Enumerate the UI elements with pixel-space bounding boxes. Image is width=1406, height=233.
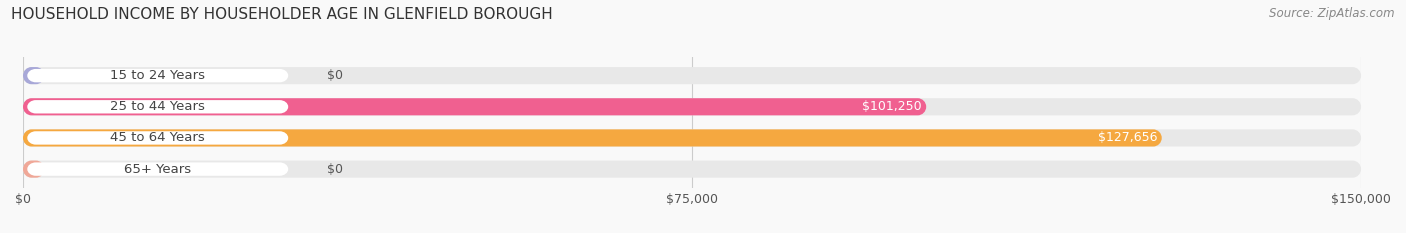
Text: 65+ Years: 65+ Years	[124, 163, 191, 176]
Text: 15 to 24 Years: 15 to 24 Years	[110, 69, 205, 82]
Text: $127,656: $127,656	[1098, 131, 1157, 144]
Text: Source: ZipAtlas.com: Source: ZipAtlas.com	[1270, 7, 1395, 20]
PathPatch shape	[22, 129, 1361, 147]
PathPatch shape	[22, 67, 45, 84]
Text: 45 to 64 Years: 45 to 64 Years	[110, 131, 205, 144]
PathPatch shape	[22, 67, 1361, 84]
Text: HOUSEHOLD INCOME BY HOUSEHOLDER AGE IN GLENFIELD BOROUGH: HOUSEHOLD INCOME BY HOUSEHOLDER AGE IN G…	[11, 7, 553, 22]
PathPatch shape	[22, 98, 1361, 115]
Text: $0: $0	[326, 69, 343, 82]
Text: $0: $0	[326, 163, 343, 176]
PathPatch shape	[27, 100, 288, 113]
Text: $101,250: $101,250	[862, 100, 922, 113]
PathPatch shape	[27, 131, 288, 145]
PathPatch shape	[27, 162, 288, 176]
PathPatch shape	[22, 161, 45, 178]
PathPatch shape	[22, 129, 1161, 147]
PathPatch shape	[22, 98, 927, 115]
Text: 25 to 44 Years: 25 to 44 Years	[110, 100, 205, 113]
PathPatch shape	[27, 69, 288, 82]
PathPatch shape	[22, 161, 1361, 178]
